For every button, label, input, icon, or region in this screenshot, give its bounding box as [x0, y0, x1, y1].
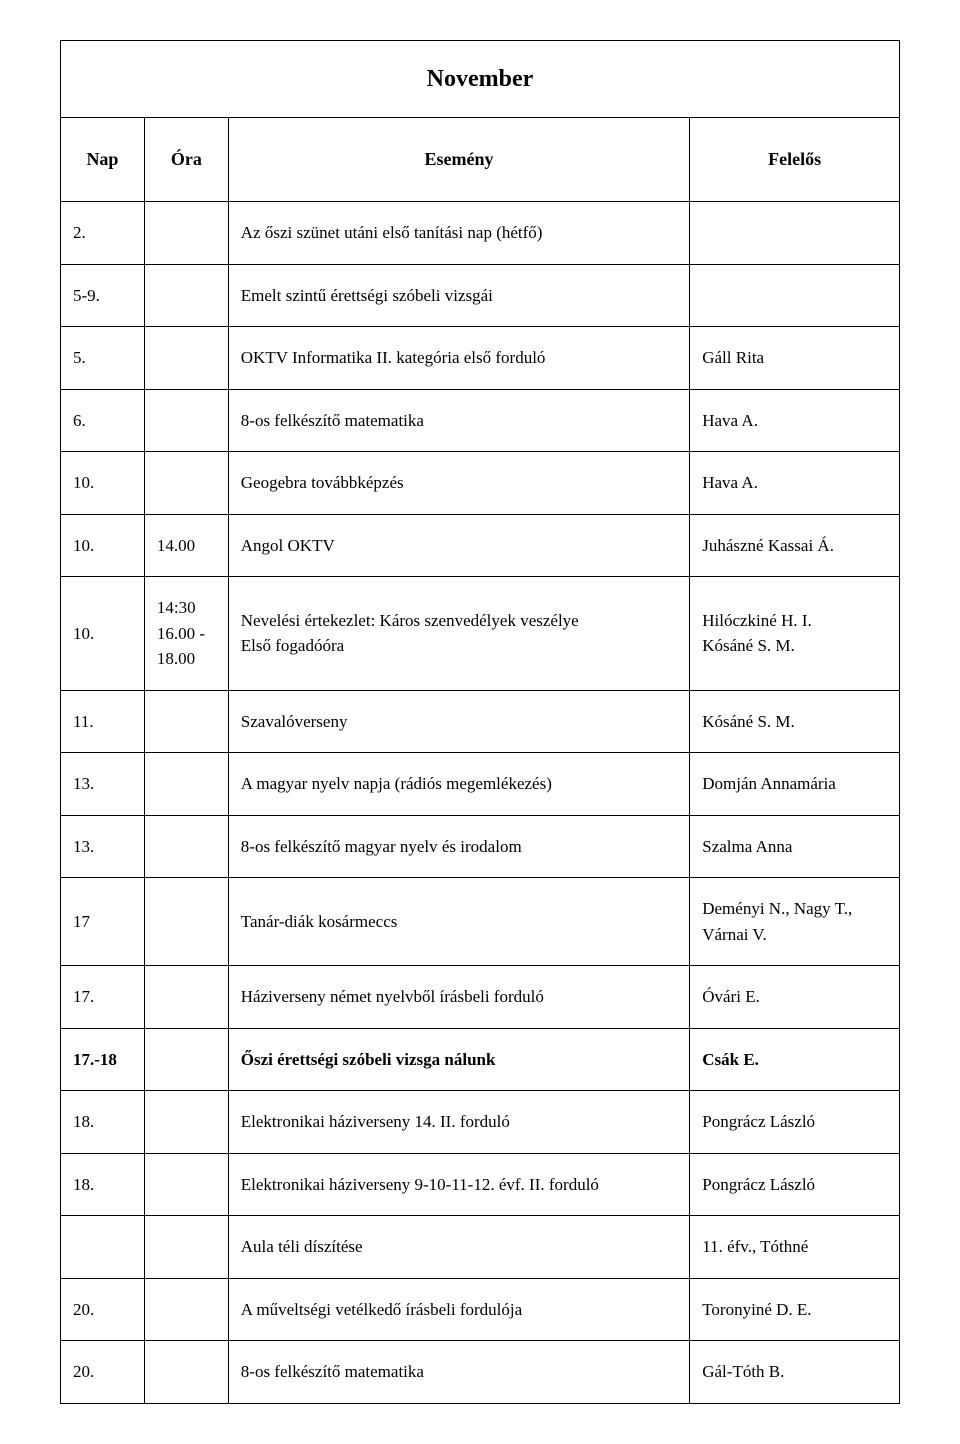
- cell-ora: [144, 1216, 228, 1279]
- cell-nap: 10.: [61, 452, 145, 515]
- cell-ora: [144, 690, 228, 753]
- cell-ora: [144, 1278, 228, 1341]
- cell-nap: 18.: [61, 1153, 145, 1216]
- table-row: 20. 8-os felkészítő matematikaGál-Tóth B.: [61, 1341, 900, 1404]
- cell-felelos: Kósáné S. M.: [690, 690, 900, 753]
- cell-ora: [144, 264, 228, 327]
- cell-nap: 13.: [61, 753, 145, 816]
- table-row: 5-9. Emelt szintű érettségi szóbeli vizsg…: [61, 264, 900, 327]
- col-header-ora: Óra: [144, 118, 228, 202]
- cell-felelos: 11. éfv., Tóthné: [690, 1216, 900, 1279]
- cell-ora: [144, 389, 228, 452]
- cell-felelos: Hava A.: [690, 389, 900, 452]
- table-row: 13. 8-os felkészítő magyar nyelv és iroda…: [61, 815, 900, 878]
- table-row: 6. 8-os felkészítő matematikaHava A.: [61, 389, 900, 452]
- cell-esemeny: Elektronikai háziverseny 14. II. forduló: [228, 1091, 689, 1154]
- table-row: 13. A magyar nyelv napja (rádiós megemlék…: [61, 753, 900, 816]
- header-row: Nap Óra Esemény Felelős: [61, 118, 900, 202]
- cell-ora: [144, 1028, 228, 1091]
- cell-felelos: Juhászné Kassai Á.: [690, 514, 900, 577]
- cell-felelos: Hilóczkiné H. I.Kósáné S. M.: [690, 577, 900, 691]
- cell-felelos: Hava A.: [690, 452, 900, 515]
- cell-ora: [144, 966, 228, 1029]
- table-row: 10.14:3016.00 - 18.00Nevelési értekezlet…: [61, 577, 900, 691]
- cell-ora: [144, 1341, 228, 1404]
- cell-felelos: Gáll Rita: [690, 327, 900, 390]
- table-row: 2. Az őszi szünet utáni első tanítási nap…: [61, 202, 900, 265]
- table-row: 18. Elektronikai háziverseny 14. II. ford…: [61, 1091, 900, 1154]
- page-title: November: [61, 41, 900, 118]
- cell-ora: [144, 753, 228, 816]
- cell-ora: [144, 327, 228, 390]
- cell-nap: 10.: [61, 577, 145, 691]
- cell-felelos: Pongrácz László: [690, 1153, 900, 1216]
- cell-felelos: Deményi N., Nagy T., Várnai V.: [690, 878, 900, 966]
- cell-nap: 10.: [61, 514, 145, 577]
- cell-esemeny: Angol OKTV: [228, 514, 689, 577]
- table-row: 17. Háziverseny német nyelvből írásbeli f…: [61, 966, 900, 1029]
- cell-nap: 17.: [61, 966, 145, 1029]
- cell-esemeny: Őszi érettségi szóbeli vizsga nálunk: [228, 1028, 689, 1091]
- cell-felelos: Óvári E.: [690, 966, 900, 1029]
- cell-felelos: [690, 202, 900, 265]
- cell-esemeny: OKTV Informatika II. kategória első ford…: [228, 327, 689, 390]
- cell-esemeny: 8-os felkészítő matematika: [228, 1341, 689, 1404]
- cell-nap: 17: [61, 878, 145, 966]
- table-body: 2. Az őszi szünet utáni első tanítási nap…: [61, 202, 900, 1404]
- cell-nap: 17.-18: [61, 1028, 145, 1091]
- cell-nap: 20.: [61, 1278, 145, 1341]
- cell-felelos: Domján Annamária: [690, 753, 900, 816]
- schedule-table: November Nap Óra Esemény Felelős 2. Az ős…: [60, 40, 900, 1404]
- col-header-nap: Nap: [61, 118, 145, 202]
- cell-nap: 2.: [61, 202, 145, 265]
- table-row: 5. OKTV Informatika II. kategória első fo…: [61, 327, 900, 390]
- cell-esemeny: A műveltségi vetélkedő írásbeli fordulój…: [228, 1278, 689, 1341]
- cell-ora: [144, 1091, 228, 1154]
- cell-esemeny: 8-os felkészítő matematika: [228, 389, 689, 452]
- col-header-felelos: Felelős: [690, 118, 900, 202]
- cell-felelos: Szalma Anna: [690, 815, 900, 878]
- cell-nap: 18.: [61, 1091, 145, 1154]
- cell-felelos: Pongrácz László: [690, 1091, 900, 1154]
- table-row: 17.-18 Őszi érettségi szóbeli vizsga nálu…: [61, 1028, 900, 1091]
- cell-ora: [144, 815, 228, 878]
- cell-felelos: Gál-Tóth B.: [690, 1341, 900, 1404]
- table-row: 17 Tanár-diák kosármeccsDeményi N., Nagy …: [61, 878, 900, 966]
- cell-felelos: [690, 264, 900, 327]
- cell-felelos: Csák E.: [690, 1028, 900, 1091]
- table-row: 11. SzavalóversenyKósáné S. M.: [61, 690, 900, 753]
- cell-ora: [144, 878, 228, 966]
- cell-esemeny: Az őszi szünet utáni első tanítási nap (…: [228, 202, 689, 265]
- cell-nap: 13.: [61, 815, 145, 878]
- table-row: 10. Geogebra továbbképzésHava A.: [61, 452, 900, 515]
- cell-felelos: Toronyiné D. E.: [690, 1278, 900, 1341]
- cell-esemeny: Aula téli díszítése: [228, 1216, 689, 1279]
- col-header-esemeny: Esemény: [228, 118, 689, 202]
- cell-nap: 11.: [61, 690, 145, 753]
- cell-ora: [144, 452, 228, 515]
- cell-esemeny: A magyar nyelv napja (rádiós megemlékezé…: [228, 753, 689, 816]
- table-row: 20. A műveltségi vetélkedő írásbeli fordu…: [61, 1278, 900, 1341]
- cell-nap: 20.: [61, 1341, 145, 1404]
- cell-esemeny: Emelt szintű érettségi szóbeli vizsgái: [228, 264, 689, 327]
- cell-esemeny: 8-os felkészítő magyar nyelv és irodalom: [228, 815, 689, 878]
- cell-nap: [61, 1216, 145, 1279]
- table-row: Aula téli díszítése11. éfv., Tóthné: [61, 1216, 900, 1279]
- cell-esemeny: Szavalóverseny: [228, 690, 689, 753]
- cell-esemeny: Háziverseny német nyelvből írásbeli ford…: [228, 966, 689, 1029]
- cell-esemeny: Tanár-diák kosármeccs: [228, 878, 689, 966]
- cell-ora: [144, 202, 228, 265]
- cell-esemeny: Geogebra továbbképzés: [228, 452, 689, 515]
- title-row: November: [61, 41, 900, 118]
- cell-ora: 14.00: [144, 514, 228, 577]
- cell-esemeny: Elektronikai háziverseny 9-10-11-12. évf…: [228, 1153, 689, 1216]
- cell-esemeny: Nevelési értekezlet: Káros szenvedélyek …: [228, 577, 689, 691]
- table-row: 18. Elektronikai háziverseny 9-10-11-12. …: [61, 1153, 900, 1216]
- table-row: 10.14.00Angol OKTVJuhászné Kassai Á.: [61, 514, 900, 577]
- cell-ora: 14:3016.00 - 18.00: [144, 577, 228, 691]
- cell-nap: 5.: [61, 327, 145, 390]
- cell-nap: 6.: [61, 389, 145, 452]
- cell-nap: 5-9.: [61, 264, 145, 327]
- cell-ora: [144, 1153, 228, 1216]
